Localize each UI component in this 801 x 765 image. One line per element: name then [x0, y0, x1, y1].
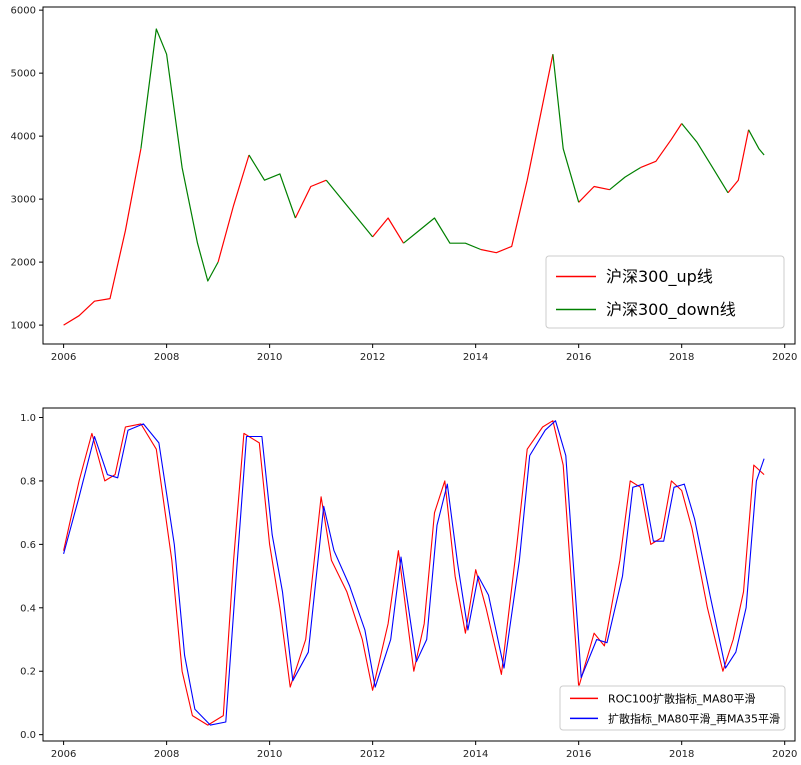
y-tick-label: 4000	[11, 132, 36, 143]
y-tick-label: 6000	[11, 6, 36, 17]
legend-label: 扩散指标_MA80平滑_再MA35平滑	[608, 711, 780, 725]
x-tick-label: 2014	[463, 352, 488, 363]
x-tick-label: 2010	[257, 352, 282, 363]
y-tick-label: 3000	[11, 195, 36, 206]
legend-label: 沪深300_down线	[606, 300, 736, 320]
legend-label: 沪深300_up线	[606, 267, 713, 287]
series-line-down	[140, 28, 219, 282]
series-line-up	[480, 54, 554, 254]
plot-frame	[42, 6, 796, 345]
y-tick-label: 0.8	[20, 476, 36, 487]
series-line-down	[325, 179, 374, 238]
series-line-2	[63, 420, 765, 726]
series-line-up	[640, 123, 683, 169]
series-line-up	[294, 179, 327, 219]
series-line-down	[681, 123, 729, 194]
series-line-down	[552, 54, 580, 203]
y-tick-label: 2000	[11, 258, 36, 269]
series-line-up	[372, 217, 405, 244]
x-tick-label: 2018	[669, 749, 694, 760]
series-line-down	[748, 129, 765, 156]
series-line-1	[63, 420, 765, 726]
series-line-up	[63, 148, 142, 326]
chart-panel-2: 2006 2008 2010 2012 2014 2016 2018 2020 0.0 0.2 0.…	[20, 407, 797, 760]
series-line-up	[217, 154, 250, 263]
x-tick-label: 2018	[669, 352, 694, 363]
series-line-up	[727, 129, 750, 194]
x-tick-label: 2020	[772, 352, 797, 363]
y-tick-label: 0.2	[20, 667, 36, 678]
y-tick-label: 1000	[11, 321, 36, 332]
x-tick-label: 2014	[463, 749, 488, 760]
y-tick-label: 5000	[11, 69, 36, 80]
y-tick-label: 0.4	[20, 603, 36, 614]
legend-label: ROC100扩散指标_MA80平滑	[608, 691, 756, 705]
series-line-down	[403, 217, 482, 251]
y-tick-label: 0.0	[20, 730, 36, 741]
series-line-down	[609, 167, 641, 191]
x-tick-label: 2010	[257, 749, 282, 760]
x-tick-label: 2016	[566, 352, 591, 363]
series-line-down	[248, 154, 296, 219]
x-tick-label: 2020	[772, 749, 797, 760]
x-tick-label: 2006	[51, 749, 76, 760]
x-tick-label: 2012	[360, 749, 385, 760]
x-tick-label: 2008	[154, 352, 179, 363]
chart-panel-1: 2006 2008 2010 2012 2014 2016 2018 2020 1000 2000…	[11, 6, 798, 363]
legend-box	[559, 685, 786, 731]
plot-frame	[42, 407, 796, 742]
legend-box	[545, 255, 785, 329]
x-tick-label: 2016	[566, 749, 591, 760]
y-tick-label: 0.6	[20, 540, 36, 551]
x-tick-label: 2006	[51, 352, 76, 363]
series-line-up	[578, 185, 610, 203]
y-tick-label: 1.0	[20, 413, 36, 424]
x-tick-label: 2012	[360, 352, 385, 363]
x-tick-label: 2008	[154, 749, 179, 760]
